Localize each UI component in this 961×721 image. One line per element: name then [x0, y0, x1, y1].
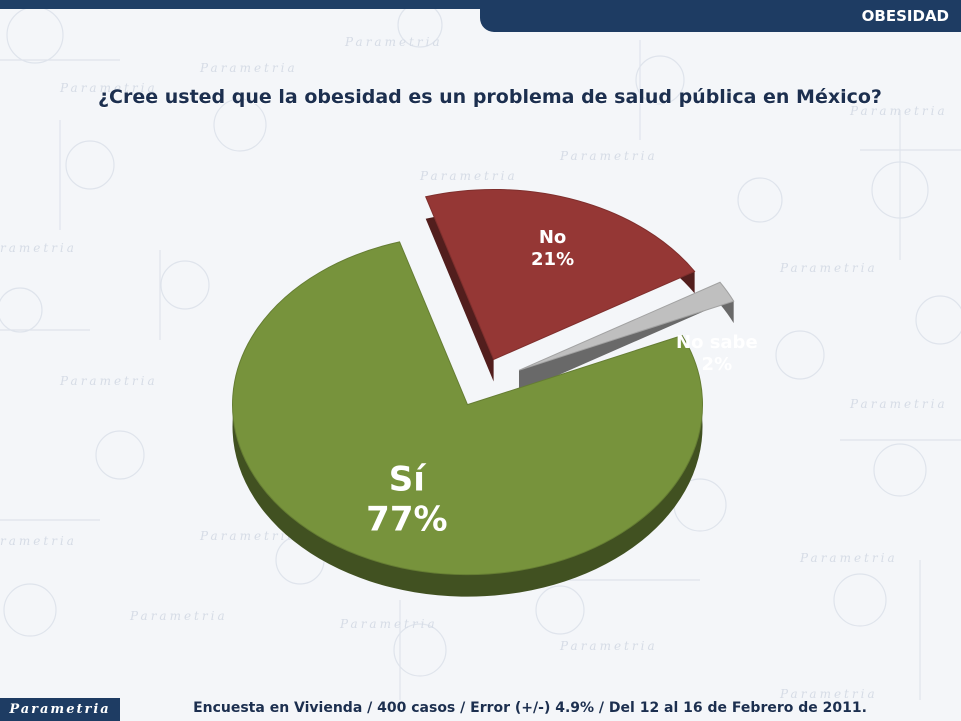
- svg-text:Parametria: Parametria: [799, 551, 898, 565]
- svg-text:Parametria: Parametria: [59, 81, 158, 95]
- pie-slice-s-: [232, 241, 703, 576]
- slice-value-label-no-sabe: 2%: [702, 354, 733, 375]
- section-tab: OBESIDAD: [480, 0, 961, 32]
- svg-text:Parametria: Parametria: [559, 639, 658, 653]
- svg-text:rametria: rametria: [0, 241, 77, 255]
- svg-text:Parametria: Parametria: [419, 169, 518, 183]
- chart-question-title: ¿Cree usted que la obesidad es un proble…: [98, 86, 882, 108]
- parametria-logo: Parametria: [0, 698, 120, 721]
- svg-text:Parametria: Parametria: [344, 35, 443, 49]
- svg-text:rametria: rametria: [0, 534, 77, 548]
- svg-text:Parametria: Parametria: [339, 617, 438, 631]
- svg-text:Parametria: Parametria: [559, 149, 658, 163]
- logo-text: Parametria: [9, 702, 111, 717]
- svg-text:Parametria: Parametria: [199, 61, 298, 75]
- pie-slice-no: [425, 189, 696, 361]
- svg-text:Parametria: Parametria: [849, 397, 948, 411]
- svg-text:Parametria: Parametria: [779, 261, 878, 275]
- svg-text:Parametria: Parametria: [199, 529, 298, 543]
- svg-text:Parametria: Parametria: [129, 609, 228, 623]
- pie-slice-no-sabe: [518, 281, 735, 371]
- svg-text:Parametria: Parametria: [849, 104, 948, 118]
- section-label: OBESIDAD: [861, 7, 949, 25]
- slice-value-label-s-: 77%: [366, 499, 447, 539]
- slice-label-s-: Sí: [389, 459, 427, 499]
- slice-label-no: No: [539, 227, 566, 248]
- svg-text:Parametria: Parametria: [59, 374, 158, 388]
- svg-text:Parametria: Parametria: [779, 687, 878, 701]
- slice-label-no-sabe: No sabe: [676, 332, 758, 353]
- source-footnote: Encuesta en Vivienda / 400 casos / Error…: [193, 700, 867, 716]
- slice-value-label-no: 21%: [531, 249, 574, 270]
